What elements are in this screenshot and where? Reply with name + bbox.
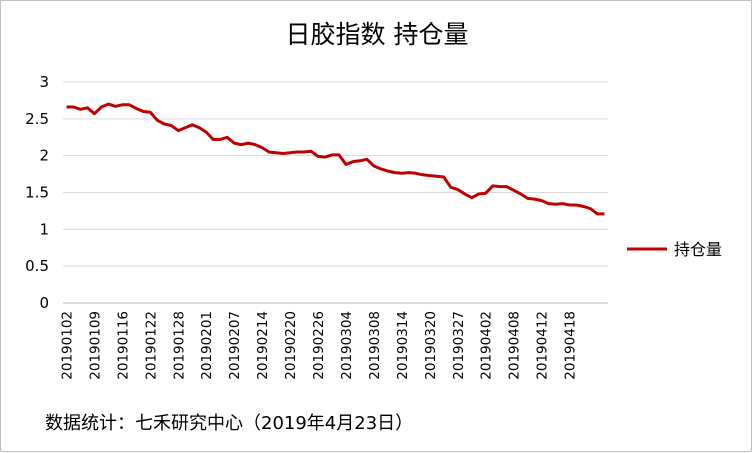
x-tick-label: 20190201 [199, 311, 215, 380]
x-tick-label: 20190109 [87, 311, 103, 380]
x-tick-label: 20190412 [535, 311, 551, 380]
series-layer [66, 102, 605, 216]
x-tick-label: 20190116 [115, 311, 131, 380]
x-tick-label: 20190304 [339, 311, 355, 380]
x-tick-label: 20190102 [59, 311, 75, 380]
x-tick-label: 20190207 [227, 311, 243, 380]
x-tick-label: 20190402 [479, 311, 495, 380]
legend-label-chicang: 持仓量 [674, 240, 722, 259]
grid-layer [63, 81, 608, 304]
legend: 持仓量 [627, 240, 722, 259]
x-tick-label: 20190408 [507, 311, 523, 380]
y-tick-label: 3 [39, 73, 49, 91]
x-tick-label: 20190122 [143, 311, 159, 380]
chart-title: 日胶指数 持仓量 [285, 20, 469, 49]
x-tick-label: 20190308 [367, 311, 383, 380]
source-note: 数据统计：七禾研究中心（2019年4月23日） [45, 413, 414, 434]
y-tick-label: 0 [39, 294, 49, 312]
x-tick-label: 20190128 [171, 311, 187, 380]
y-tick-label: 1 [39, 220, 49, 238]
x-tick-label: 20190226 [311, 311, 327, 380]
x-tick-label: 20190220 [283, 311, 299, 380]
series-line-chicang [66, 102, 605, 216]
y-tick-label: 2 [39, 147, 49, 165]
y-tick-layer: 0 0.5 1 1.5 2 2.5 3 [25, 73, 49, 312]
y-tick-label: 2.5 [25, 110, 49, 128]
x-tick-label: 20190418 [563, 311, 579, 380]
x-tick-layer: 20190102 20190109 20190116 20190122 20190128… [59, 311, 578, 380]
y-tick-label: 1.5 [25, 184, 49, 202]
y-tick-label: 0.5 [25, 257, 49, 275]
x-tick-label: 20190214 [255, 311, 271, 380]
x-tick-label: 20190314 [395, 311, 411, 380]
x-tick-label: 20190327 [451, 311, 467, 380]
x-tick-label: 20190320 [423, 311, 439, 380]
